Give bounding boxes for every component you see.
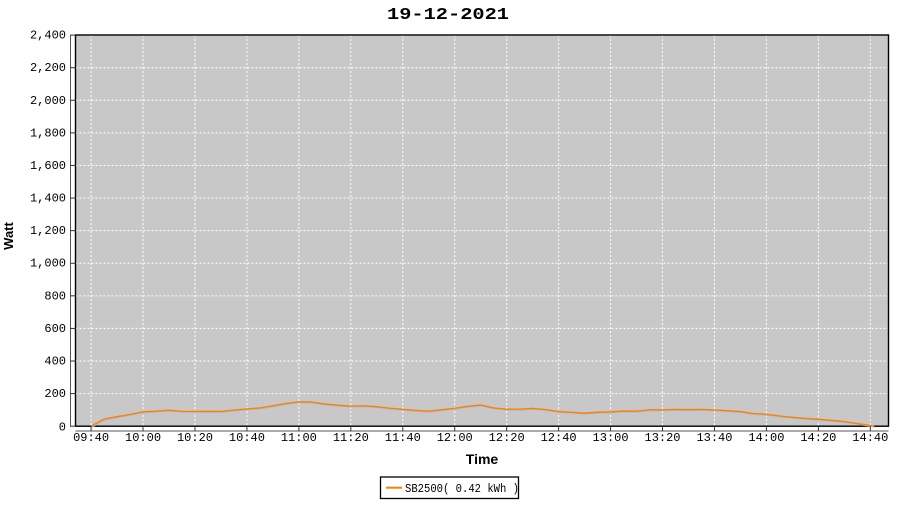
svg-text:13:40: 13:40 — [696, 431, 732, 445]
svg-text:09:40: 09:40 — [73, 431, 109, 445]
svg-text:800: 800 — [44, 289, 66, 303]
svg-text:12:20: 12:20 — [489, 431, 525, 445]
svg-text:1,000: 1,000 — [30, 257, 66, 271]
svg-text:2,400: 2,400 — [30, 29, 66, 43]
svg-text:10:00: 10:00 — [125, 431, 161, 445]
svg-text:11:40: 11:40 — [385, 431, 421, 445]
svg-text:19-12-2021: 19-12-2021 — [387, 6, 509, 25]
svg-text:1,800: 1,800 — [30, 126, 66, 140]
svg-text:1,400: 1,400 — [30, 192, 66, 206]
svg-text:11:20: 11:20 — [333, 431, 369, 445]
svg-text:600: 600 — [44, 322, 66, 336]
svg-text:0: 0 — [59, 421, 66, 435]
svg-text:13:20: 13:20 — [645, 431, 681, 445]
svg-text:12:40: 12:40 — [541, 431, 577, 445]
svg-text:10:20: 10:20 — [177, 431, 213, 445]
svg-text:11:00: 11:00 — [281, 431, 317, 445]
svg-text:14:40: 14:40 — [852, 431, 888, 445]
svg-text:SB2500( 0.42 kWh ): SB2500( 0.42 kWh ) — [405, 482, 519, 496]
svg-text:10:40: 10:40 — [229, 431, 265, 445]
svg-text:2,000: 2,000 — [30, 94, 66, 108]
svg-text:1,600: 1,600 — [30, 159, 66, 173]
svg-text:1,200: 1,200 — [30, 224, 66, 238]
svg-text:Watt: Watt — [1, 221, 16, 249]
svg-text:400: 400 — [44, 355, 66, 369]
svg-text:Time: Time — [466, 451, 499, 467]
svg-text:13:00: 13:00 — [593, 431, 629, 445]
svg-text:14:00: 14:00 — [748, 431, 784, 445]
svg-text:12:00: 12:00 — [437, 431, 473, 445]
svg-text:2,200: 2,200 — [30, 61, 66, 75]
svg-text:14:20: 14:20 — [800, 431, 836, 445]
svg-text:200: 200 — [44, 387, 66, 401]
